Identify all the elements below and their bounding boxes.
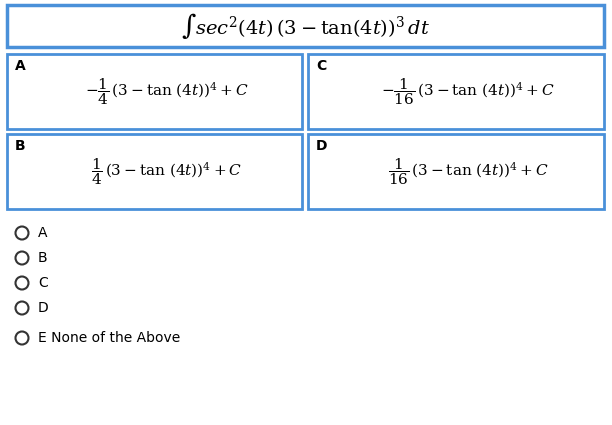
Text: A: A: [38, 226, 48, 240]
Text: $-\dfrac{1}{16}\,(3 - \tan\,(4t))^4 + C$: $-\dfrac{1}{16}\,(3 - \tan\,(4t))^4 + C$: [381, 76, 554, 107]
Circle shape: [15, 332, 29, 345]
Circle shape: [15, 301, 29, 314]
Text: $\dfrac{1}{4}\,(3 - \tan\,(4t))^4 + C$: $\dfrac{1}{4}\,(3 - \tan\,(4t))^4 + C$: [91, 156, 242, 187]
Text: B: B: [38, 251, 48, 265]
Bar: [7, 134, 302, 209]
Text: E None of the Above: E None of the Above: [38, 331, 181, 345]
Text: C: C: [316, 59, 326, 73]
Text: C: C: [38, 276, 48, 290]
Text: D: D: [38, 301, 49, 315]
Circle shape: [15, 227, 29, 240]
Bar: [7, 5, 604, 47]
Text: $\int sec^2(4t)\,(3 - \tan(4t))^3\,dt$: $\int sec^2(4t)\,(3 - \tan(4t))^3\,dt$: [181, 11, 430, 41]
Bar: [308, 134, 604, 209]
Bar: [7, 54, 302, 129]
Text: B: B: [15, 139, 26, 153]
Circle shape: [15, 277, 29, 289]
Text: $\dfrac{1}{16}\,(3 - \tan\,(4t))^4 + C$: $\dfrac{1}{16}\,(3 - \tan\,(4t))^4 + C$: [387, 156, 548, 187]
Bar: [308, 54, 604, 129]
Circle shape: [15, 252, 29, 264]
Text: $-\dfrac{1}{4}\,(3 - \tan\,(4t))^4 + C$: $-\dfrac{1}{4}\,(3 - \tan\,(4t))^4 + C$: [84, 76, 248, 107]
Text: A: A: [15, 59, 26, 73]
Text: D: D: [316, 139, 327, 153]
